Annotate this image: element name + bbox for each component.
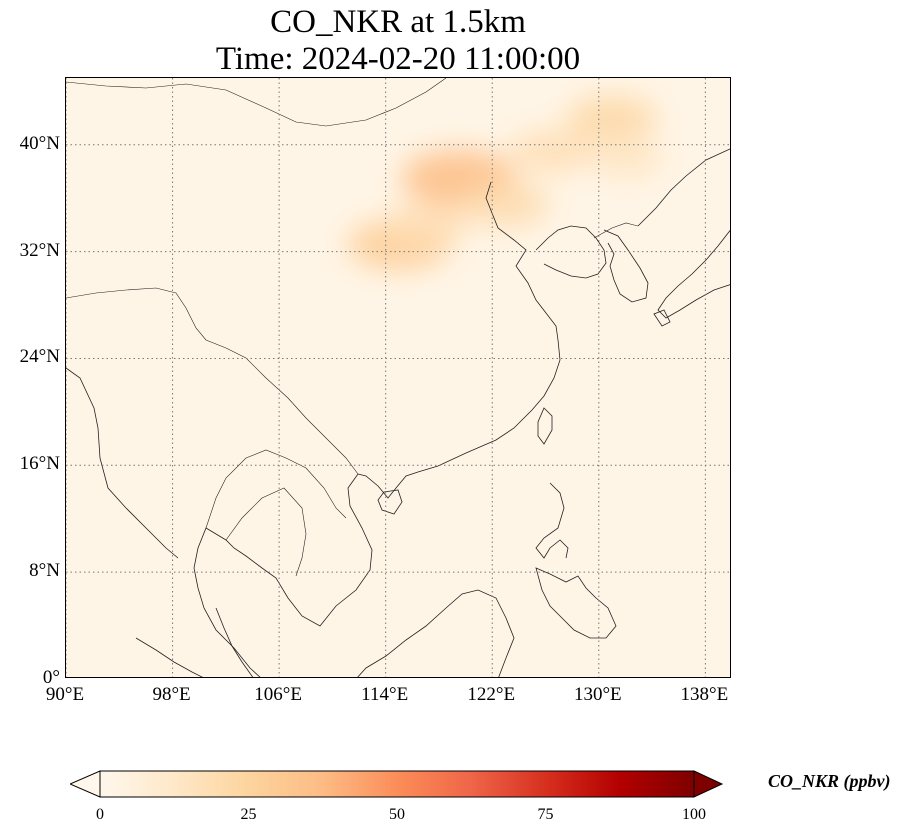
visayas-mindanao-coastline: [535, 567, 617, 639]
co-concentration-field: [347, 95, 665, 271]
colorbar-min-extend: [70, 770, 101, 798]
co-plume-northeast-china: [566, 95, 658, 141]
borneo-coastline: [357, 589, 515, 677]
indochina-coastline: [193, 473, 373, 677]
longitude-tick-label: 138°E: [680, 684, 729, 705]
latitude-tick-label: 16°N: [19, 453, 60, 475]
latitude-tick-label: 8°N: [29, 560, 60, 582]
japan-coastline: [657, 229, 730, 319]
map-background: [66, 78, 730, 677]
korea-coastline: [603, 229, 649, 303]
hainan-coastline: [377, 489, 403, 515]
map-panel: [65, 77, 731, 678]
myanmar-coastline: [66, 367, 179, 559]
colorbar-ramp: [99, 770, 695, 798]
plot-title: CO_NKR at 1.5km: [270, 4, 526, 40]
longitude-tick-label: 98°E: [152, 684, 191, 705]
longitude-tick-label: 114°E: [361, 684, 409, 705]
longitude-tick-label: 106°E: [254, 684, 302, 705]
longitude-tick-label: 90°E: [45, 684, 85, 705]
co-plume-sea-of-japan: [586, 138, 665, 178]
colorbar: [70, 770, 724, 798]
latitude-tick-label: 32°N: [19, 239, 60, 261]
lat-lon-gridlines: [66, 78, 730, 677]
colorbar-tick-label: 25: [240, 806, 257, 823]
colorbar-tick-label: 75: [537, 806, 554, 823]
map-canvas: [66, 78, 730, 677]
longitude-tick-label: 130°E: [573, 684, 622, 705]
latitude-tick-label: 40°N: [19, 132, 60, 154]
longitude-tick-label: 122°E: [467, 684, 516, 705]
colorbar-max-extend: [693, 770, 724, 798]
china-coastline: [357, 181, 561, 499]
indochina-borders: [205, 449, 347, 529]
sumatra-coastline: [135, 637, 203, 677]
mongolia-border: [66, 78, 447, 127]
thailand-border: [225, 487, 307, 577]
co-plume-northern-korea: [509, 130, 595, 173]
coastlines-and-borders: [66, 78, 730, 677]
co-plume-yellow-sea-outflow: [461, 182, 550, 227]
colorbar-tick-label: 50: [389, 806, 405, 823]
latitude-tick-label: 24°N: [19, 346, 60, 368]
colorbar-label: CO_NKR (ppbv): [768, 771, 891, 791]
luzon-coastline: [535, 482, 569, 559]
colorbar-tick-label: 0: [96, 806, 104, 823]
malay-peninsula: [215, 607, 254, 677]
bohai-coastline: [535, 225, 607, 279]
co-plume-north-china-plain: [383, 203, 468, 247]
colorbar-tick-label: 100: [682, 806, 706, 823]
latitude-tick-label: 0°: [42, 667, 60, 688]
japan-kyushu: [653, 309, 671, 327]
northeast-asia-coastline: [637, 148, 730, 227]
korea-border: [593, 222, 639, 239]
plot-time-subtitle: Time: 2024-02-20 11:00:00: [215, 41, 581, 77]
inland-border: [66, 287, 359, 475]
taiwan-coastline: [537, 407, 553, 445]
